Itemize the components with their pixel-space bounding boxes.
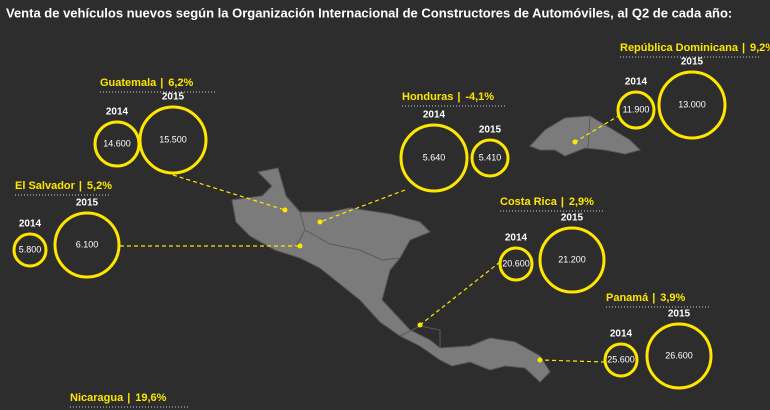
- year-label: 2014: [19, 219, 42, 230]
- leader-line: [319, 189, 406, 223]
- change: 9,2%: [750, 42, 770, 54]
- borders: [285, 115, 591, 348]
- country-name: El Salvador: [15, 180, 76, 192]
- separator: |: [127, 392, 130, 404]
- separator: |: [457, 91, 460, 103]
- leader-line: [574, 114, 621, 143]
- title: Venta de vehículos nuevos según la Organ…: [6, 5, 732, 20]
- bubble-value: 13.000: [678, 99, 706, 109]
- change: 5,2%: [87, 180, 112, 192]
- country-name: Nicaragua: [70, 392, 124, 404]
- year-label: 2015: [561, 213, 584, 224]
- country-name: Costa Rica: [500, 196, 558, 208]
- bubble: [498, 246, 534, 282]
- bubble-value: 6.100: [76, 239, 99, 249]
- map: [231, 115, 641, 383]
- bubble: [645, 322, 713, 390]
- country-name: Panamá: [606, 292, 649, 304]
- leader-dot: [282, 207, 288, 213]
- change: 19,6%: [135, 392, 166, 404]
- bubble: [538, 226, 606, 294]
- bubble: [12, 232, 48, 268]
- bubble: [603, 342, 639, 378]
- year-label: 2015: [681, 57, 704, 68]
- separator: |: [652, 292, 655, 304]
- bubble: [657, 70, 727, 140]
- bubble-value: 21.200: [558, 254, 586, 264]
- separator: |: [160, 77, 163, 89]
- year-label: 2014: [423, 110, 446, 121]
- bubble: [470, 138, 510, 178]
- bubble-value: 15.500: [159, 134, 187, 144]
- year-label: 2015: [668, 309, 691, 320]
- bubble: [138, 105, 208, 175]
- bubble-value: 20.600: [502, 258, 530, 268]
- change: 6,2%: [168, 77, 193, 89]
- separator: |: [742, 42, 745, 54]
- bubble: [616, 90, 656, 130]
- bubble: [53, 211, 121, 279]
- bubble-value: 26.600: [665, 350, 693, 360]
- change: -4,1%: [465, 91, 494, 103]
- country-name: República Dominicana: [620, 42, 739, 54]
- bubble-value: 5.410: [479, 152, 502, 162]
- change: 2,9%: [569, 196, 594, 208]
- separator: |: [79, 180, 82, 192]
- leader-dot: [572, 139, 578, 145]
- bubble: [399, 123, 469, 193]
- year-label: 2014: [106, 107, 129, 118]
- leader-line: [539, 359, 606, 363]
- change: 3,9%: [660, 292, 685, 304]
- leader-line: [419, 261, 501, 326]
- leader-line: [172, 174, 286, 211]
- bubble-value: 5.800: [19, 244, 42, 254]
- year-label: 2015: [162, 92, 185, 103]
- year-label: 2014: [505, 233, 528, 244]
- bubble-value: 14.600: [103, 138, 131, 148]
- year-label: 2015: [479, 125, 502, 136]
- leader-dot: [297, 243, 303, 249]
- country-name: Guatemala: [100, 77, 157, 89]
- leader-dot: [317, 219, 323, 225]
- bubble-value: 25.600: [607, 354, 635, 364]
- year-label: 2014: [625, 77, 648, 88]
- bubble-value: 11.900: [623, 104, 650, 114]
- separator: |: [561, 196, 564, 208]
- year-label: 2015: [76, 198, 99, 209]
- leader-dot: [417, 322, 423, 328]
- leader-dot: [537, 357, 543, 363]
- year-label: 2014: [610, 329, 633, 340]
- bubble-value: 5.640: [423, 152, 446, 162]
- country-name: Honduras: [402, 91, 453, 103]
